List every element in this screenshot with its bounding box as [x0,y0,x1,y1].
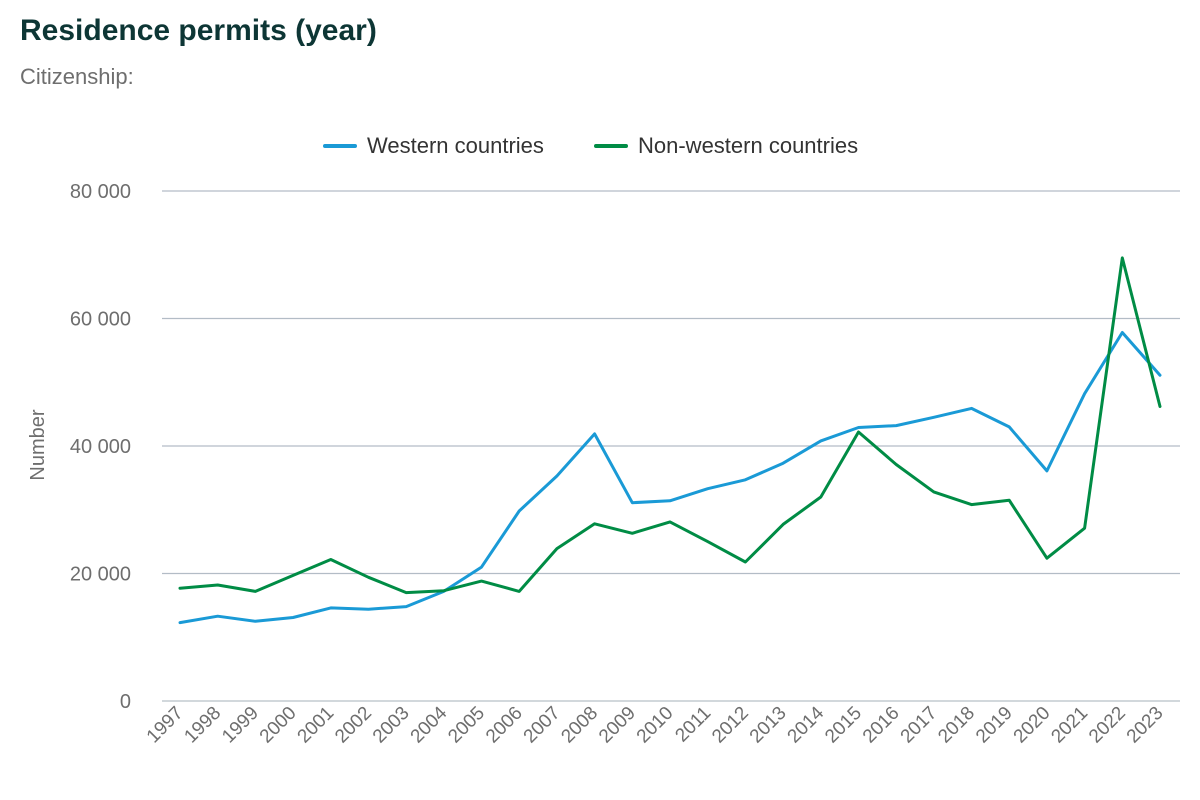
x-tick-label: 2019 [972,703,1017,748]
x-tick-label: 2012 [708,703,753,748]
y-tick-label: 60 000 [70,309,131,331]
x-tick-label: 2001 [294,703,339,748]
y-tick-label: 0 [120,691,131,713]
x-tick-label: 2004 [407,702,452,747]
series-line [178,331,1162,625]
x-tick-label: 2002 [331,703,376,748]
x-axis-tick-labels: 1997199819992000200120022003200420052006… [143,702,1168,747]
legend-label: Western countries [367,133,544,158]
x-tick-label: 2008 [557,703,602,748]
x-tick-label: 2006 [482,703,527,748]
chart-title: Residence permits (year) [20,14,377,47]
x-tick-label: 1999 [218,703,263,748]
chart-series [178,256,1162,625]
x-tick-label: 2011 [671,703,715,747]
x-tick-label: 2007 [520,703,565,748]
x-tick-label: 2000 [256,703,301,748]
x-tick-label: 2003 [369,703,414,748]
x-tick-label: 2013 [746,703,791,748]
x-tick-label: 2009 [595,703,640,748]
x-tick-label: 2022 [1085,703,1130,748]
x-tick-label: 2015 [821,703,866,748]
x-tick-label: 2021 [1047,703,1092,748]
x-tick-label: 2018 [934,703,979,748]
series-line [178,256,1162,595]
x-tick-label: 2016 [859,703,904,748]
x-tick-label: 1998 [180,703,225,748]
chart-legend: Western countries Non-western countries [323,133,858,158]
y-axis-tick-labels: 0 20 000 40 000 60 000 80 000 [70,181,131,713]
y-tick-label: 20 000 [70,564,131,586]
y-tick-label: 40 000 [70,436,131,458]
x-tick-label: 1997 [143,703,188,748]
legend-label: Non-western countries [638,133,858,158]
y-axis-label: Number [27,409,49,480]
chart-subtitle: Citizenship: [20,64,134,89]
gridlines [162,190,1180,702]
x-tick-label: 2010 [633,703,678,748]
y-tick-label: 80 000 [70,181,131,203]
x-tick-label: 2014 [784,702,829,747]
x-tick-label: 2023 [1123,703,1168,748]
x-tick-label: 2020 [1010,703,1055,748]
x-tick-label: 2005 [444,703,489,748]
x-tick-label: 2017 [897,703,942,748]
